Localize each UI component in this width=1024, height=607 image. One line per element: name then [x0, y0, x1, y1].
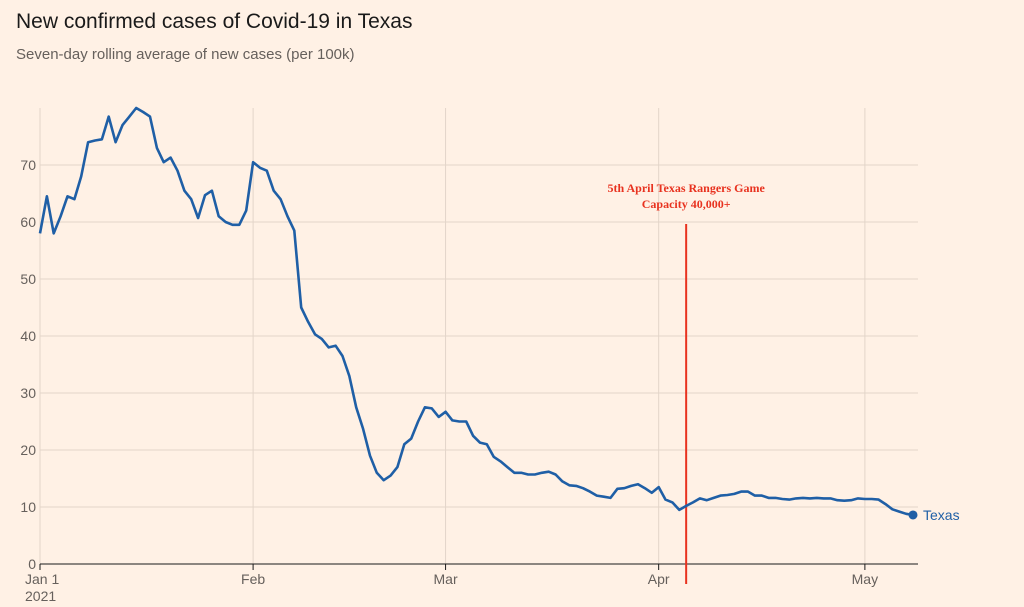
y-tick-label: 30	[20, 385, 36, 401]
y-tick-label: 20	[20, 442, 36, 458]
x-tick-label: Jan 1	[25, 571, 59, 587]
y-tick-label: 50	[20, 271, 36, 287]
y-tick-label: 0	[28, 556, 36, 572]
x-tick-label: Mar	[434, 571, 458, 587]
y-axis: 0 10 20 30 40 50 60 70	[20, 157, 36, 572]
x-tick-label: May	[852, 571, 878, 587]
series-line-texas	[38, 106, 914, 517]
chart-subtitle: Seven-day rolling average of new cases (…	[16, 46, 355, 63]
annotation-line1: 5th April Texas Rangers Game	[607, 181, 765, 195]
y-tick-label: 40	[20, 328, 36, 344]
series-end-marker	[908, 510, 918, 520]
x-tick-label: Apr	[648, 571, 670, 587]
series-label-texas: Texas	[923, 507, 960, 523]
annotation: 5th April Texas Rangers Game Capacity 40…	[607, 181, 766, 584]
y-tick-label: 60	[20, 214, 36, 230]
annotation-line2: Capacity 40,000+	[642, 197, 731, 211]
x-tick-sublabel: 2021	[25, 588, 56, 604]
y-tick-label: 70	[20, 157, 36, 173]
y-tick-label: 10	[20, 499, 36, 515]
gridlines	[39, 108, 918, 564]
x-tick-label: Feb	[241, 571, 265, 587]
chart-title: New confirmed cases of Covid-19 in Texas	[16, 10, 413, 33]
